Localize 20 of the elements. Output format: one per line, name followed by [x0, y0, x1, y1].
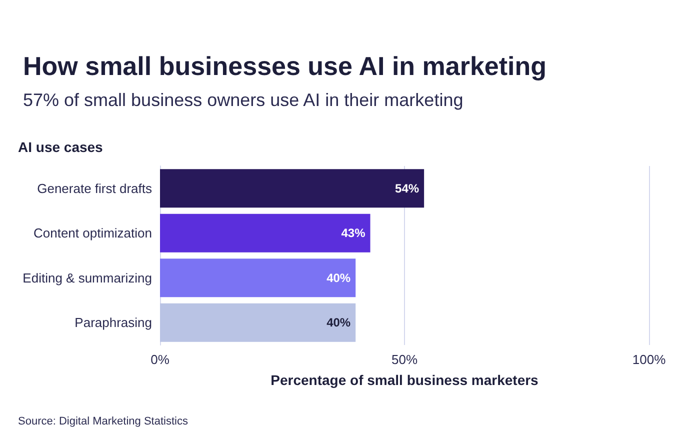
chart-title: How small businesses use AI in marketing: [23, 51, 547, 81]
y-tick-label: Paraphrasing: [74, 315, 152, 330]
source-note: Source: Digital Marketing Statistics: [18, 416, 188, 428]
data-label: 40%: [326, 270, 351, 285]
y-axis-title: AI use cases: [18, 139, 104, 155]
data-label: 54%: [395, 181, 420, 196]
bar: [160, 214, 370, 252]
y-tick-label: Generate first drafts: [37, 180, 152, 196]
chart-subtitle: 57% of small business owners use AI in their marketing: [23, 90, 464, 110]
bar: [160, 169, 424, 208]
data-label: 40%: [326, 316, 351, 330]
bar: [160, 303, 356, 342]
y-tick-label: Editing & summarizing: [22, 270, 152, 286]
y-tick-label: Content optimization: [33, 226, 152, 241]
bar: [160, 258, 356, 298]
x-tick-label: 100%: [632, 352, 666, 367]
x-axis-title: Percentage of small business marketers: [270, 372, 539, 388]
x-tick-label: 0%: [150, 352, 170, 367]
data-label: 43%: [341, 226, 366, 240]
x-tick-label: 50%: [391, 352, 418, 367]
